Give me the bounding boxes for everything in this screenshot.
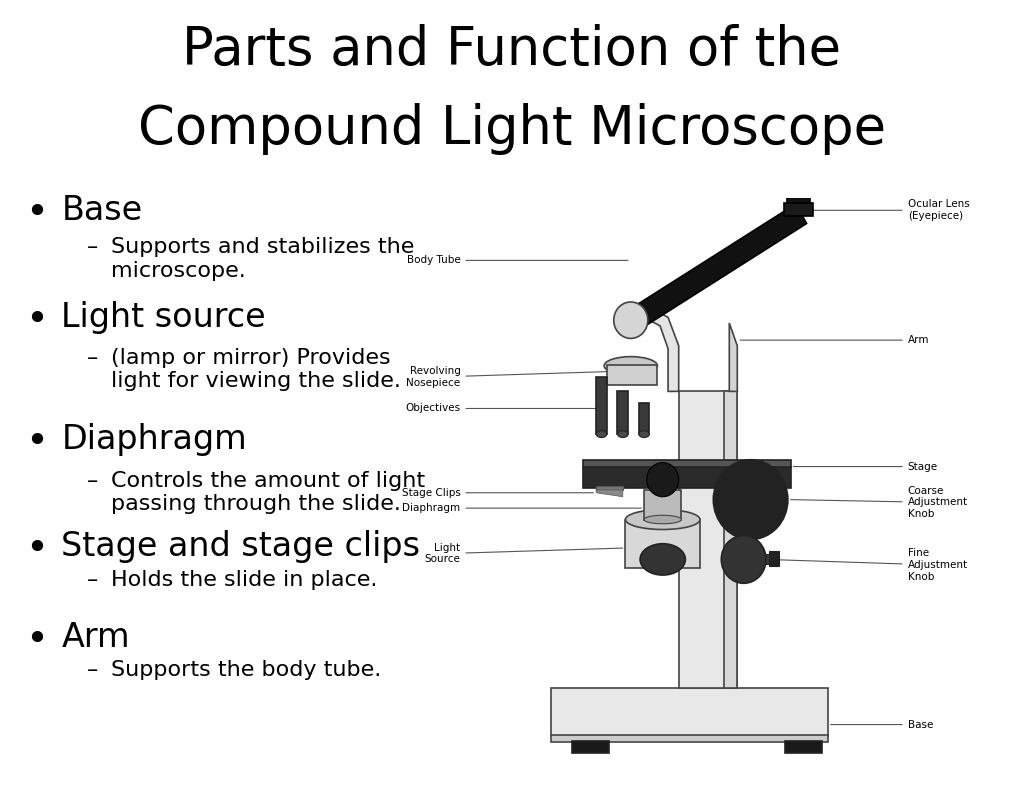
Bar	[769, 551, 779, 566]
Text: Compound Light Microscope: Compound Light Microscope	[138, 103, 886, 155]
Bar	[727, 486, 754, 490]
Text: •: •	[26, 621, 48, 659]
Ellipse shape	[617, 430, 628, 437]
Ellipse shape	[604, 357, 657, 375]
Text: Fine
Adjustment
Knob: Fine Adjustment Knob	[769, 548, 968, 581]
Bar	[786, 193, 810, 203]
Polygon shape	[596, 490, 623, 497]
Bar	[617, 392, 628, 434]
Bar	[644, 490, 681, 520]
Text: Arm: Arm	[61, 621, 130, 654]
Text: Objectives: Objectives	[406, 403, 601, 414]
Bar	[626, 520, 700, 568]
Text: Ocular Lens
(Eyepiece): Ocular Lens (Eyepiece)	[809, 199, 970, 221]
Bar	[785, 740, 822, 753]
Ellipse shape	[626, 509, 700, 529]
Text: Controls the amount of light
passing through the slide.: Controls the amount of light passing thr…	[111, 471, 425, 514]
Text: Holds the slide in place.: Holds the slide in place.	[111, 570, 377, 589]
Text: •: •	[26, 194, 48, 232]
Text: Body Tube: Body Tube	[407, 255, 628, 266]
Text: •: •	[26, 301, 48, 339]
Bar	[734, 492, 754, 506]
Text: –: –	[87, 348, 98, 368]
Bar	[596, 377, 607, 434]
Text: Revolving
Nosepiece: Revolving Nosepiece	[407, 366, 609, 388]
Bar	[679, 392, 737, 687]
Text: Diaphragm: Diaphragm	[402, 503, 641, 513]
Bar	[741, 554, 771, 564]
Text: (lamp or mirror) Provides
light for viewing the slide.: (lamp or mirror) Provides light for view…	[111, 348, 400, 392]
Text: Light
Source: Light Source	[425, 543, 623, 565]
Bar	[639, 403, 649, 434]
Text: Diaphragm: Diaphragm	[61, 423, 247, 456]
Text: –: –	[87, 660, 98, 680]
Circle shape	[714, 460, 787, 539]
Text: Base: Base	[830, 720, 933, 729]
Bar	[596, 486, 623, 490]
Circle shape	[613, 302, 648, 339]
Bar	[572, 740, 609, 753]
Text: Stage Clips: Stage Clips	[401, 488, 593, 498]
Text: Arm: Arm	[740, 335, 929, 345]
Bar	[783, 203, 813, 216]
Text: Stage: Stage	[794, 462, 938, 471]
Bar	[551, 735, 827, 742]
Text: –: –	[87, 570, 98, 589]
Ellipse shape	[640, 543, 685, 575]
Ellipse shape	[596, 430, 607, 437]
Text: Supports the body tube.: Supports the body tube.	[111, 660, 381, 680]
Text: –: –	[87, 471, 98, 490]
Polygon shape	[729, 323, 737, 392]
Text: Supports and stabilizes the
microscope.: Supports and stabilizes the microscope.	[111, 237, 414, 281]
Polygon shape	[614, 303, 679, 392]
Text: Coarse
Adjustment
Knob: Coarse Adjustment Knob	[791, 486, 968, 519]
Circle shape	[721, 536, 766, 583]
Text: •: •	[26, 530, 48, 568]
Bar	[551, 687, 827, 736]
Polygon shape	[628, 204, 807, 330]
Text: •: •	[26, 423, 48, 461]
Text: Light source: Light source	[61, 301, 266, 334]
Circle shape	[647, 463, 679, 497]
Text: –: –	[87, 237, 98, 257]
Bar	[724, 392, 737, 687]
Polygon shape	[727, 490, 754, 497]
Bar	[583, 467, 791, 488]
Text: Parts and Function of the: Parts and Function of the	[182, 24, 842, 76]
Ellipse shape	[639, 430, 649, 437]
Text: Stage and stage clips: Stage and stage clips	[61, 530, 421, 563]
Text: Base: Base	[61, 194, 142, 227]
Bar	[583, 460, 791, 467]
Ellipse shape	[644, 515, 681, 524]
Bar	[607, 365, 657, 384]
